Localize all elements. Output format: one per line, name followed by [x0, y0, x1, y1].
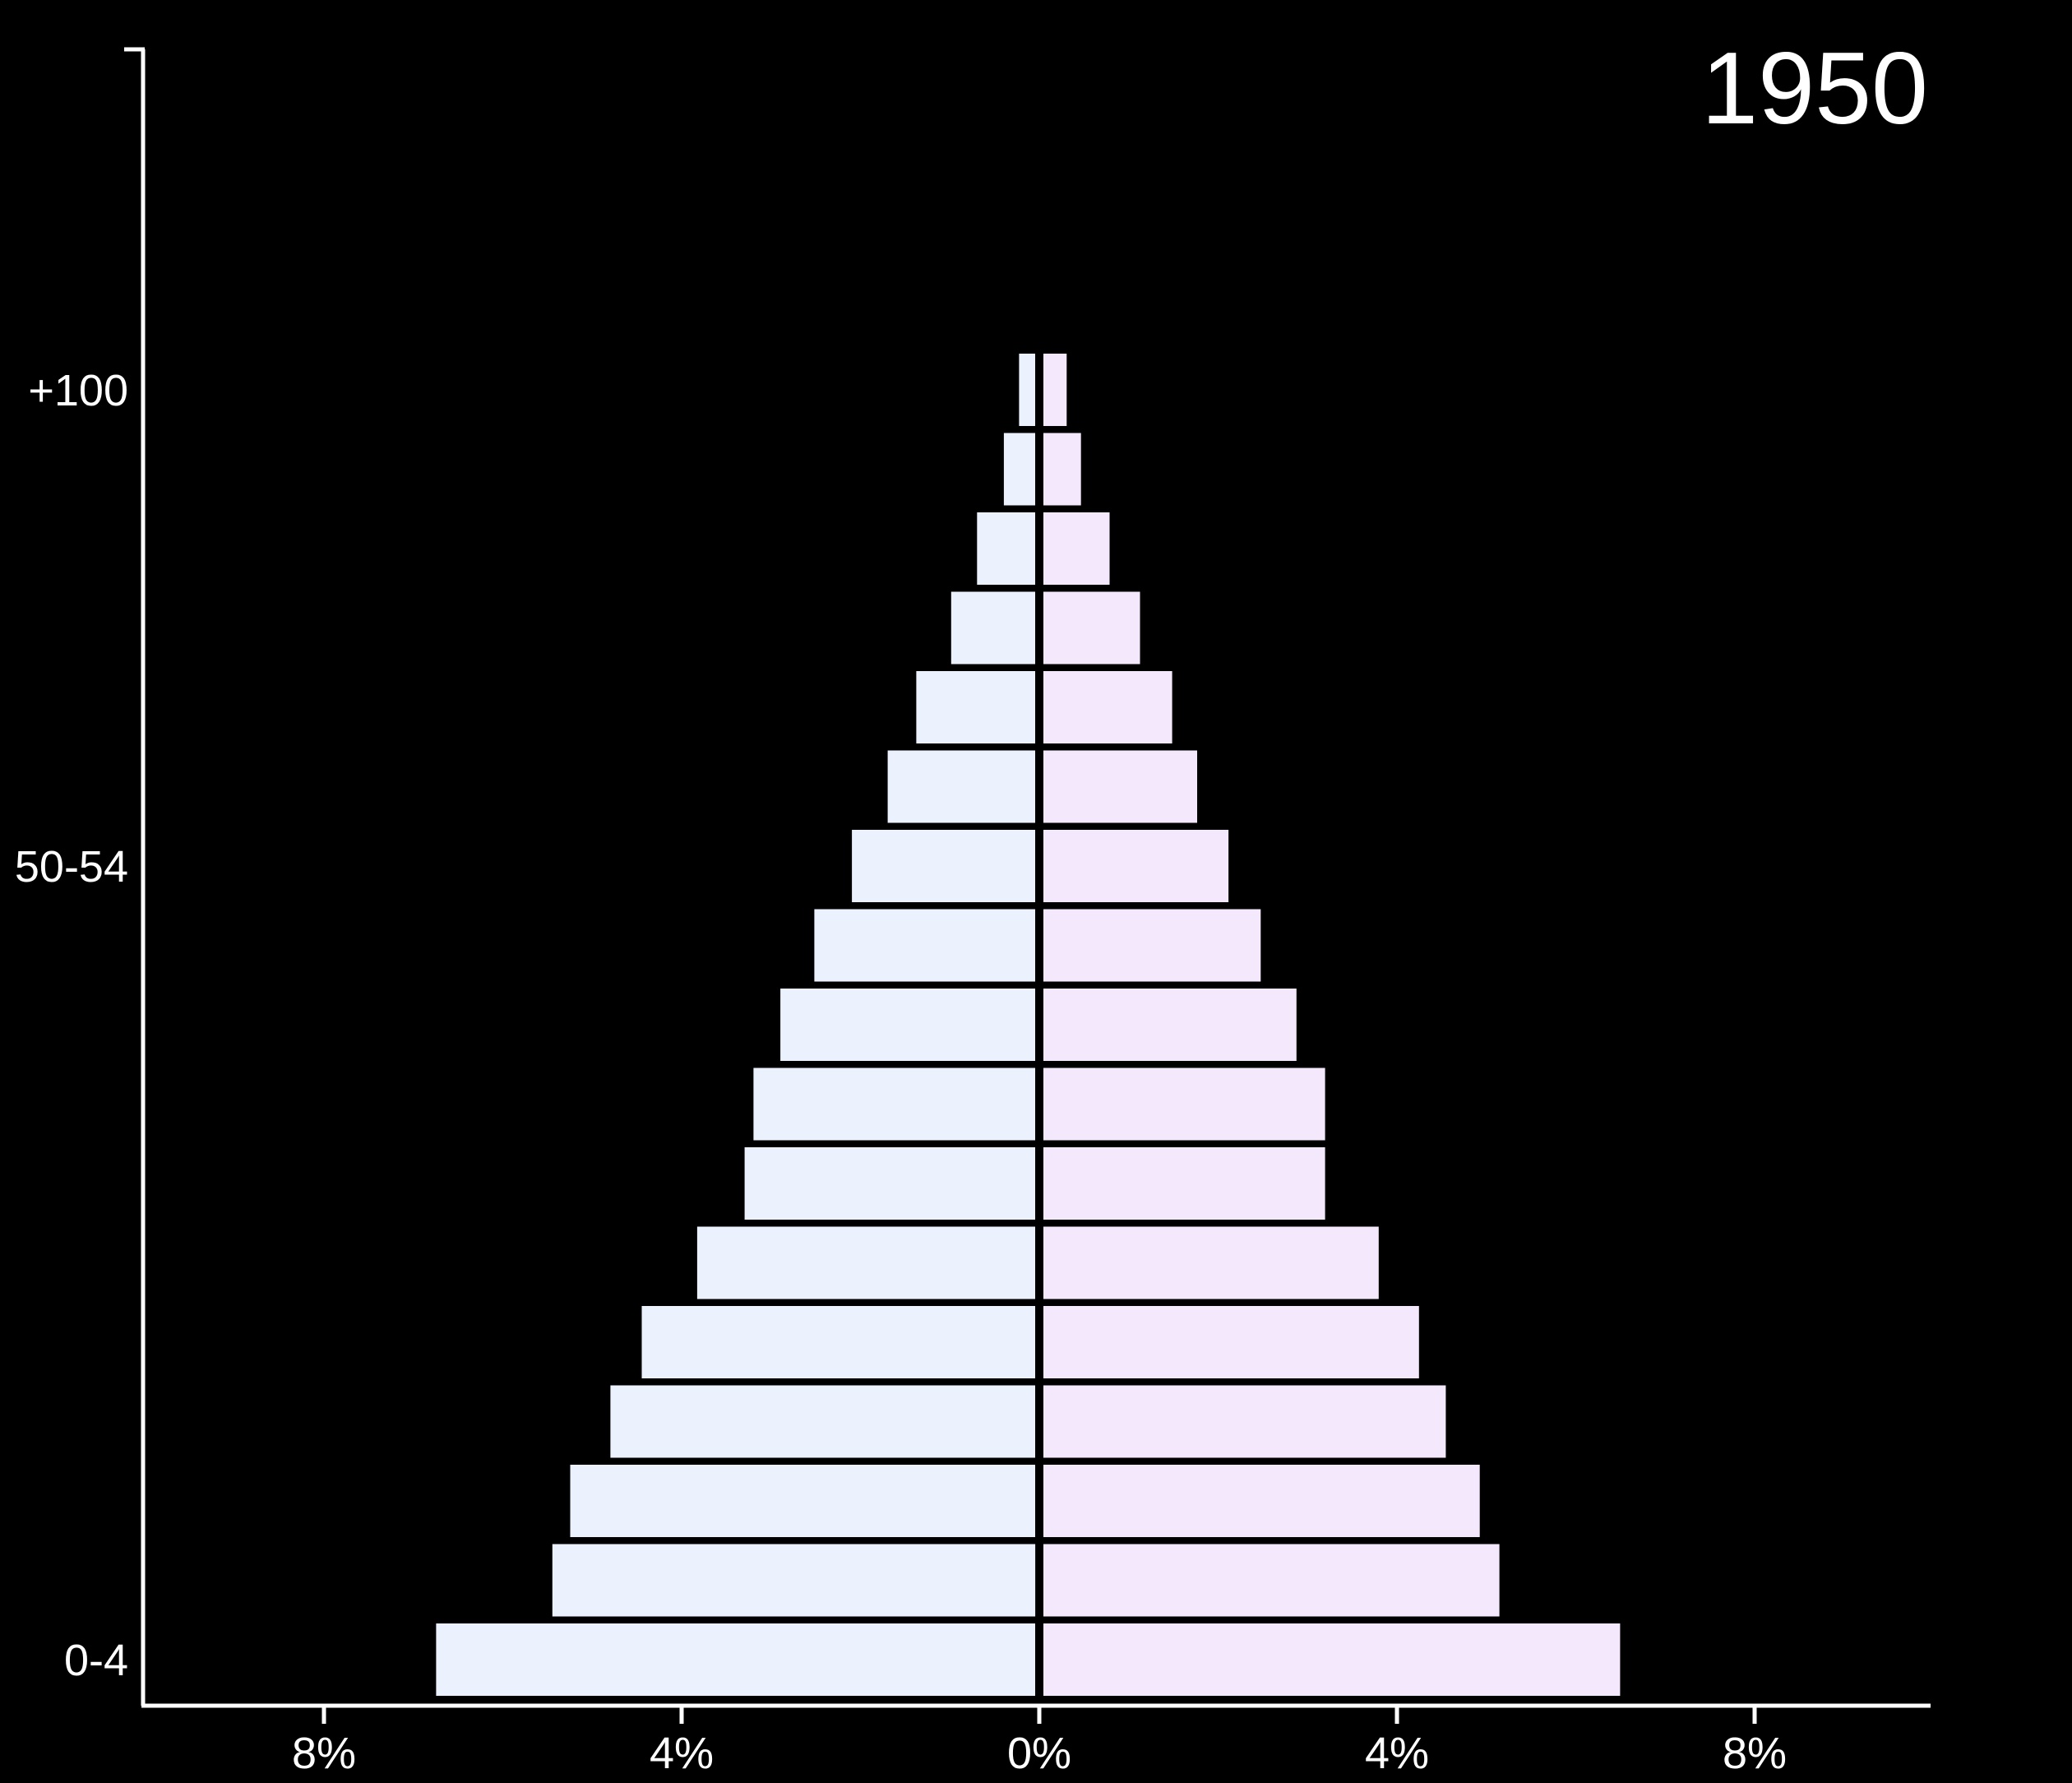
y-tick-label: 0-4	[64, 1636, 128, 1685]
bar-left-70-74	[977, 512, 1035, 585]
bar-right-60-64	[1043, 671, 1172, 743]
bar-right-50-54	[1043, 830, 1229, 902]
left-bars-group	[436, 354, 1036, 1696]
bar-right-15-19	[1043, 1385, 1446, 1458]
x-ticks-group: 8% 4% 0% 4% 8%	[292, 1706, 1787, 1778]
x-tick-label: 4%	[650, 1729, 714, 1778]
bar-left-15-19	[610, 1385, 1035, 1458]
bar-right-10-14	[1043, 1465, 1480, 1537]
bar-right-55-59	[1043, 750, 1197, 823]
bar-left-65-69	[950, 591, 1035, 665]
bar-right-30-34	[1043, 1147, 1325, 1220]
bar-left-+100	[1019, 354, 1035, 426]
bar-left-45-49	[814, 909, 1035, 982]
bar-right-+100	[1043, 354, 1067, 426]
bar-left-0-4	[436, 1623, 1035, 1696]
bar-right-0-4	[1043, 1623, 1621, 1696]
y-ticks-group: 0-4 50-54 +100	[15, 366, 128, 1685]
bar-left-5-9	[552, 1544, 1036, 1617]
y-tick-label: 50-54	[15, 842, 128, 892]
right-bars-group	[1043, 354, 1621, 1696]
bar-left-40-44	[780, 989, 1035, 1061]
bar-right-5-9	[1043, 1544, 1500, 1617]
bar-left-25-29	[696, 1226, 1035, 1299]
bar-left-20-24	[641, 1306, 1035, 1378]
x-tick-label: 0%	[1007, 1729, 1071, 1778]
bar-right-65-69	[1043, 591, 1140, 665]
axes-group	[124, 47, 1931, 1708]
bar-right-40-44	[1043, 989, 1297, 1061]
bar-left-50-54	[852, 830, 1035, 902]
bar-right-25-29	[1043, 1226, 1379, 1299]
bar-right-35-39	[1043, 1067, 1325, 1141]
bar-left-35-39	[753, 1067, 1035, 1141]
bar-left-10-14	[570, 1465, 1035, 1537]
bar-right-75-79	[1043, 433, 1081, 506]
bar-right-20-24	[1043, 1306, 1419, 1378]
bar-left-75-79	[1003, 433, 1035, 506]
bar-right-70-74	[1043, 512, 1110, 585]
x-tick-label: 8%	[292, 1729, 356, 1778]
x-tick-label: 8%	[1723, 1729, 1787, 1778]
bar-right-45-49	[1043, 909, 1261, 982]
x-tick-label: 4%	[1365, 1729, 1429, 1778]
y-tick-label: +100	[28, 366, 128, 415]
bar-left-60-64	[916, 671, 1035, 743]
bar-left-55-59	[887, 750, 1035, 823]
bar-left-30-34	[744, 1147, 1035, 1220]
chart-title-year: 1950	[1701, 32, 1928, 146]
